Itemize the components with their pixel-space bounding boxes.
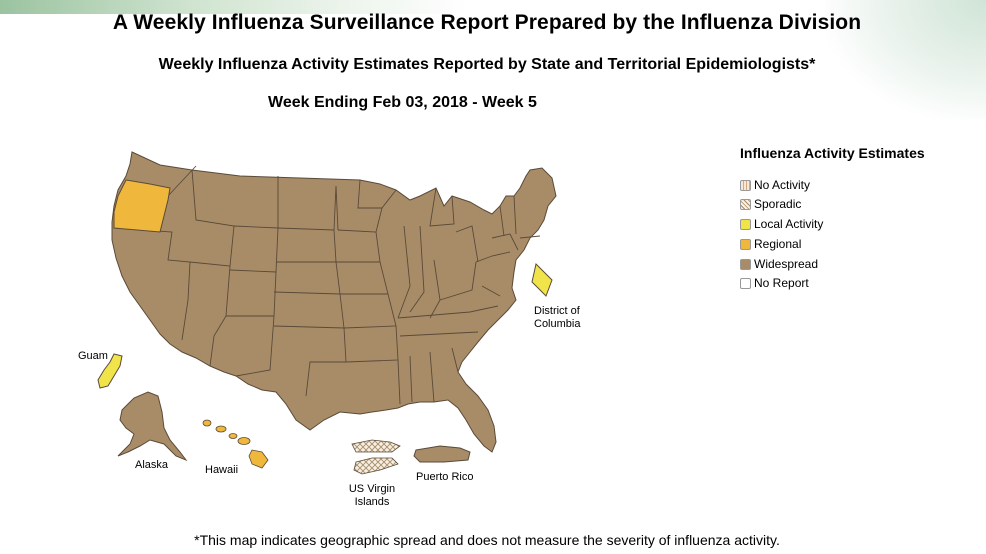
label-dc-line1: District of — [534, 305, 580, 317]
regional-swatch — [740, 238, 751, 250]
legend-item-widespread[interactable]: Widespread — [740, 257, 818, 271]
report-subtitle: Weekly Influenza Activity Estimates Repo… — [158, 56, 816, 73]
label-usvi-line2: Islands — [354, 496, 390, 508]
label-hawaii: Hawaii — [205, 464, 239, 476]
region-puerto-rico[interactable] — [413, 445, 471, 463]
legend-label: No Report — [754, 276, 809, 290]
legend-label: Sporadic — [754, 197, 802, 211]
region-us-virgin-islands[interactable] — [351, 439, 401, 475]
legend-item-local-activity[interactable]: Local Activity — [740, 217, 823, 231]
legend-label: Widespread — [754, 257, 819, 271]
state-borders — [115, 165, 541, 405]
legend-item-no-activity[interactable]: No Activity — [740, 178, 810, 192]
region-dc[interactable] — [531, 263, 553, 297]
header-decoration — [0, 0, 470, 14]
widespread-swatch — [740, 258, 751, 270]
region-guam[interactable] — [97, 353, 123, 389]
legend-label: Local Activity — [754, 217, 824, 231]
region-alaska[interactable] — [117, 391, 188, 462]
region-oregon[interactable] — [113, 179, 171, 233]
legend-label: Regional — [754, 237, 802, 251]
label-us-virgin-islands: US Virgin Islands — [344, 483, 400, 509]
label-dc: District of Columbia — [534, 305, 588, 331]
header-decoration-right — [826, 0, 986, 120]
no-report-swatch — [740, 277, 751, 289]
week-label: Week Ending Feb 03, 2018 - Week 5 — [268, 94, 537, 111]
region-continental-us[interactable] — [111, 151, 557, 453]
legend-item-regional[interactable]: Regional — [740, 237, 801, 251]
report-title: A Weekly Influenza Surveillance Report P… — [112, 11, 862, 34]
label-guam: Guam — [78, 350, 108, 362]
local-activity-swatch — [740, 218, 751, 230]
label-dc-line2: Columbia — [534, 318, 581, 330]
label-alaska: Alaska — [135, 459, 169, 471]
footnote: *This map indicates geographic spread an… — [194, 532, 780, 548]
legend-title: Influenza Activity Estimates — [740, 145, 925, 161]
sporadic-swatch — [740, 198, 751, 210]
legend-item-no-report[interactable]: No Report — [740, 276, 809, 290]
label-usvi-line1: US Virgin — [348, 483, 396, 495]
no-activity-swatch — [740, 179, 751, 191]
legend-label: No Activity — [754, 178, 811, 192]
label-puerto-rico: Puerto Rico — [416, 471, 474, 483]
legend-item-sporadic[interactable]: Sporadic — [740, 197, 801, 211]
region-hawaii[interactable] — [202, 419, 269, 469]
